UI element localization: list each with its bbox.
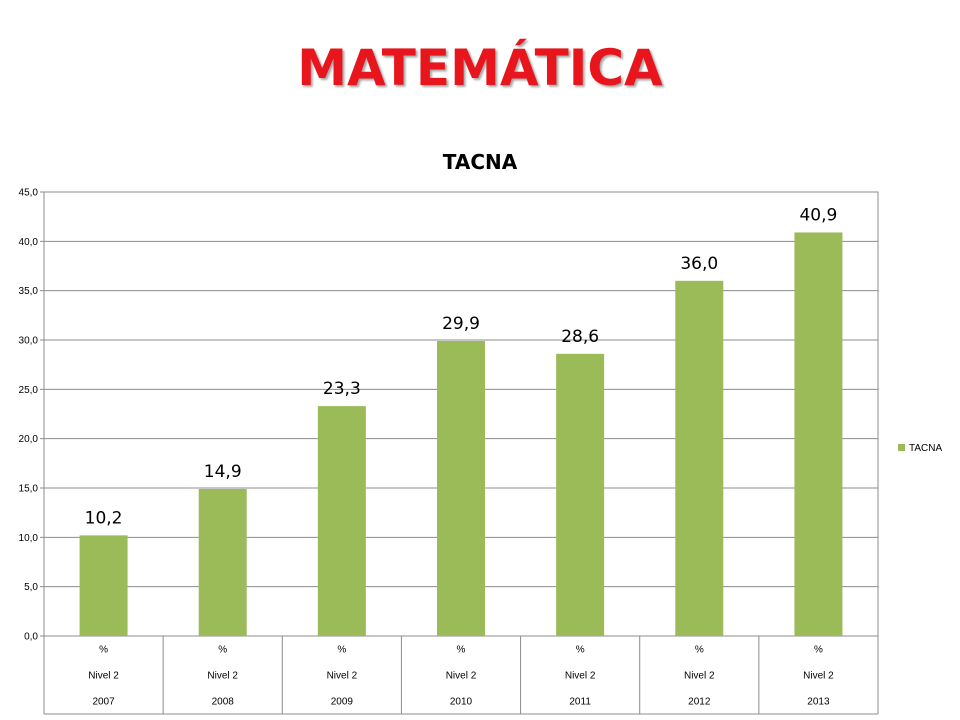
- y-tick-label: 10,0: [19, 533, 39, 544]
- category-label: %: [576, 645, 585, 656]
- data-label: 28,6: [561, 327, 599, 347]
- category-label: %: [99, 645, 108, 656]
- bar: [437, 340, 485, 636]
- category-label: %: [695, 645, 704, 656]
- category-label: 2012: [688, 697, 711, 708]
- data-label: 29,9: [442, 314, 480, 334]
- data-label: 10,2: [85, 508, 123, 528]
- y-tick-label: 20,0: [19, 434, 39, 445]
- category-label: %: [218, 645, 227, 656]
- data-label: 40,9: [799, 205, 837, 225]
- category-label: 2010: [450, 697, 473, 708]
- category-label: Nivel 2: [565, 671, 596, 682]
- category-label: Nivel 2: [327, 671, 358, 682]
- y-tick-label: 40,0: [19, 237, 39, 248]
- category-label: %: [814, 645, 823, 656]
- data-label: 23,3: [323, 379, 361, 399]
- category-label: Nivel 2: [803, 671, 834, 682]
- category-label: %: [337, 645, 346, 656]
- bar: [556, 353, 605, 636]
- bar: [675, 280, 724, 636]
- legend-label-tacna: TACNA: [909, 443, 942, 454]
- y-tick-label: 25,0: [19, 385, 39, 396]
- category-label: 2008: [212, 697, 235, 708]
- category-label: Nivel 2: [684, 671, 715, 682]
- bar: [198, 488, 247, 636]
- slide-title: MATEMÁTICA: [297, 39, 663, 97]
- category-label: 2011: [569, 697, 591, 708]
- y-tick-label: 15,0: [19, 484, 39, 495]
- category-label: %: [457, 645, 466, 656]
- data-label: 36,0: [680, 254, 718, 274]
- y-tick-label: 35,0: [19, 286, 39, 297]
- category-label: 2013: [807, 697, 830, 708]
- legend: TACNA: [898, 443, 942, 454]
- data-label: 14,9: [204, 462, 242, 482]
- category-label: Nivel 2: [446, 671, 477, 682]
- category-label: Nivel 2: [207, 671, 238, 682]
- y-tick-label: 5,0: [24, 582, 38, 593]
- category-label: Nivel 2: [88, 671, 119, 682]
- plot-area: 0,0 5,0 10,0 15,0 20,0 25,0 30,0 35,0 40,0 45,0 10…: [19, 188, 879, 715]
- legend-swatch: [898, 444, 905, 451]
- y-tick-label: 0,0: [24, 632, 38, 643]
- category-label: 2009: [331, 697, 354, 708]
- chart-title: TACNA: [443, 150, 518, 174]
- bar: [79, 535, 128, 636]
- y-tick-label: 45,0: [19, 188, 39, 199]
- y-tick-label: 30,0: [19, 336, 39, 347]
- category-label: 2007: [92, 697, 115, 708]
- bar: [317, 406, 366, 636]
- bar: [794, 232, 843, 636]
